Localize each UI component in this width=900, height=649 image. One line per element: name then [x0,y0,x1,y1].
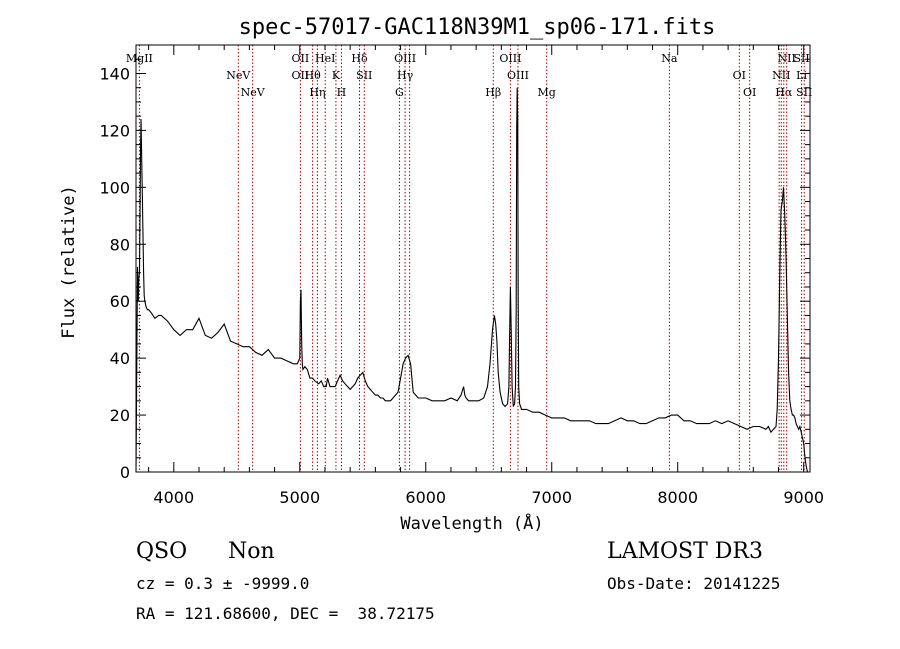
x-tick-label: 7000 [531,488,572,507]
y-tick-label: 80 [110,235,130,254]
line-marker-label: NII [772,69,790,82]
y-axis-label: Flux (relative) [59,185,79,339]
x-tick-label: 6000 [405,488,446,507]
line-marker-label: SII [796,86,812,99]
spectrum-line [135,87,809,473]
line-marker-label: NII [778,52,796,65]
line-marker-label: OI [743,86,756,99]
plot-area: MgIINeVNeVOIIOIIHθHηHeIKHHδSIIGOIIIHγHβO… [99,44,824,507]
line-marker-label: Hδ [351,52,368,65]
y-tick-label: 20 [110,406,130,425]
redshift-info: cz = 0.3 ± -9999.0 [136,574,310,593]
line-marker-label: OII [292,69,310,82]
line-marker-label: SII [356,69,372,82]
chart-title: spec-57017-GAC118N39M1_sp06-171.fits [239,15,716,40]
x-tick-label: 9000 [783,488,824,507]
x-axis-label: Wavelength (Å) [400,512,543,534]
y-tick-label: 140 [99,64,130,83]
line-marker-label: Hη [309,86,325,99]
line-marker-label: H [337,86,347,99]
line-marker-label: Na [661,52,678,65]
line-marker-label: OIII [507,69,529,82]
line-marker-label: G [395,86,404,99]
line-marker-label: NeV [226,69,251,82]
x-tick-label: 5000 [279,488,320,507]
line-marker-label: NeV [241,86,266,99]
object-class: QSO [136,539,188,564]
y-tick-label: 120 [99,121,130,140]
line-marker-label: MgII [126,52,153,65]
obs-date: Obs-Date: 20141225 [607,574,781,593]
line-marker-label: SII [793,52,809,65]
line-marker-label: Hθ [305,69,322,82]
line-marker-label: OI [733,69,746,82]
survey-name: LAMOST DR3 [607,539,763,564]
object-subclass: Non [228,539,275,564]
x-tick-label: 4000 [153,488,194,507]
line-marker-label: Hβ [485,86,501,99]
line-marker-label: Hγ [397,69,414,82]
line-marker-label: Li [796,69,807,82]
line-marker-label: K [332,69,341,82]
line-marker-label: Mg [538,86,556,99]
ra-dec: RA = 121.68600, DEC = 38.72175 [136,604,435,623]
line-marker-label: HeI [315,52,335,65]
line-marker-label: OII [292,52,310,65]
y-tick-label: 60 [110,292,130,311]
plot-frame [135,44,811,473]
y-tick-label: 0 [120,463,130,482]
line-marker-label: Hα [775,86,793,99]
y-tick-label: 100 [99,178,130,197]
line-marker-label: OIII [499,52,521,65]
y-tick-label: 40 [110,349,130,368]
x-tick-label: 8000 [657,488,698,507]
line-marker-label: OIII [394,52,416,65]
